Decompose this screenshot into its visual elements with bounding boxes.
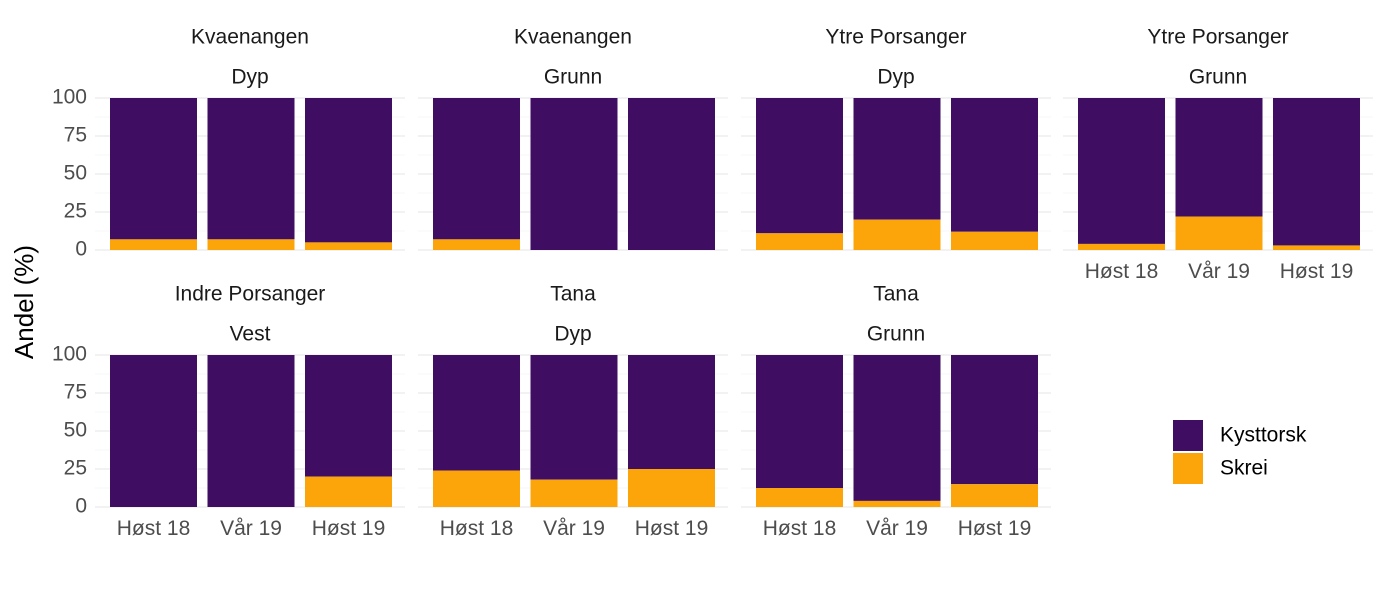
y-tick-label: 25 xyxy=(64,200,87,223)
y-tick-label: 50 xyxy=(64,419,87,442)
bar-kysttorsk xyxy=(110,355,197,507)
panel-area-label: Kvaenangen xyxy=(514,26,632,49)
x-tick-label: Høst 18 xyxy=(763,517,837,540)
bar-kysttorsk xyxy=(530,98,618,250)
y-tick-label: 75 xyxy=(64,381,87,404)
bar-kysttorsk xyxy=(207,98,295,240)
y-tick-label: 0 xyxy=(75,495,87,518)
x-tick-label: Høst 18 xyxy=(1085,260,1159,283)
bar-skrei xyxy=(1078,243,1165,250)
bar-skrei xyxy=(530,479,618,507)
panel-area-label: Kvaenangen xyxy=(191,26,309,49)
bar-kysttorsk xyxy=(756,355,843,488)
x-tick-label: Vår 19 xyxy=(220,517,282,540)
bar-skrei xyxy=(305,242,392,250)
bar-kysttorsk xyxy=(433,98,520,240)
bar-kysttorsk xyxy=(628,355,715,469)
x-tick-label: Vår 19 xyxy=(866,517,928,540)
x-tick-label: Høst 19 xyxy=(635,517,709,540)
y-tick-label: 75 xyxy=(64,124,87,147)
x-tick-label: Høst 19 xyxy=(1280,260,1354,283)
bar-kysttorsk xyxy=(207,355,295,507)
legend-label: Skrei xyxy=(1220,457,1268,480)
bar-skrei xyxy=(951,231,1038,250)
panel-7: Tana Grunn Høst 18 Vår 19 Høst 19 xyxy=(741,283,1051,540)
bar-skrei xyxy=(853,219,941,250)
bar-kysttorsk xyxy=(628,98,715,250)
y-tick-label: 100 xyxy=(52,343,87,366)
panel-2: Kvaenangen Grunn xyxy=(418,26,728,251)
panel-depth-label: Dyp xyxy=(554,323,591,346)
panel-area-label: Tana xyxy=(873,283,919,306)
bar-kysttorsk xyxy=(530,355,618,480)
bar-skrei xyxy=(207,239,295,250)
legend-key-kysttorsk xyxy=(1173,420,1203,451)
panel-depth-label: Grunn xyxy=(867,323,925,346)
bar-skrei xyxy=(853,500,941,507)
bar-kysttorsk xyxy=(951,98,1038,232)
y-tick-label: 0 xyxy=(75,238,87,261)
panel-depth-label: Dyp xyxy=(877,66,914,89)
x-tick-label: Vår 19 xyxy=(543,517,605,540)
bar-kysttorsk xyxy=(853,98,941,220)
bar-kysttorsk xyxy=(433,355,520,471)
bar-skrei xyxy=(756,233,843,250)
legend-label: Kysttorsk xyxy=(1220,424,1307,447)
panel-area-label: Indre Porsanger xyxy=(175,283,326,306)
panel-1: Kvaenangen Dyp 0 25 50 75 100 xyxy=(52,26,405,261)
bar-kysttorsk xyxy=(305,355,392,477)
y-axis-label: Andel (%) xyxy=(9,245,39,359)
panel-5: Indre Porsanger Vest 0 25 50 75 100 Høst 18 Vår … xyxy=(52,283,405,540)
bar-skrei xyxy=(433,239,520,250)
bar-kysttorsk xyxy=(1273,98,1360,246)
x-tick-label: Høst 18 xyxy=(440,517,514,540)
x-tick-label: Høst 19 xyxy=(312,517,386,540)
panel-depth-label: Grunn xyxy=(544,66,602,89)
bar-skrei xyxy=(1273,245,1360,250)
bar-kysttorsk xyxy=(853,355,941,501)
bar-kysttorsk xyxy=(305,98,392,243)
bar-skrei xyxy=(1175,216,1263,250)
bar-skrei xyxy=(433,470,520,507)
bar-kysttorsk xyxy=(951,355,1038,485)
bar-kysttorsk xyxy=(110,98,197,240)
bar-skrei xyxy=(756,488,843,507)
legend-key-skrei xyxy=(1173,453,1203,484)
panel-depth-label: Grunn xyxy=(1189,66,1247,89)
panel-6: Tana Dyp Høst 18 Vår 19 Høst 19 xyxy=(418,283,728,540)
panel-3: Ytre Porsanger Dyp xyxy=(741,26,1051,251)
panel-area-label: Ytre Porsanger xyxy=(825,26,966,49)
x-tick-label: Høst 18 xyxy=(117,517,191,540)
bar-skrei xyxy=(951,484,1038,507)
bar-kysttorsk xyxy=(756,98,843,234)
bar-skrei xyxy=(110,239,197,250)
y-tick-label: 100 xyxy=(52,86,87,109)
y-tick-label: 25 xyxy=(64,457,87,480)
bar-kysttorsk xyxy=(1078,98,1165,244)
bar-skrei xyxy=(305,476,392,507)
panel-depth-label: Dyp xyxy=(231,66,268,89)
panel-4: Ytre Porsanger Grunn Høst 18 Vår 19 Høst 19 xyxy=(1063,26,1373,283)
bar-skrei xyxy=(628,469,715,507)
legend: Kysttorsk Skrei xyxy=(1173,420,1307,484)
panel-area-label: Ytre Porsanger xyxy=(1147,26,1288,49)
y-tick-label: 50 xyxy=(64,162,87,185)
x-tick-label: Høst 19 xyxy=(958,517,1032,540)
panel-depth-label: Vest xyxy=(230,323,271,346)
panel-area-label: Tana xyxy=(550,283,596,306)
x-tick-label: Vår 19 xyxy=(1188,260,1250,283)
bar-kysttorsk xyxy=(1175,98,1263,217)
